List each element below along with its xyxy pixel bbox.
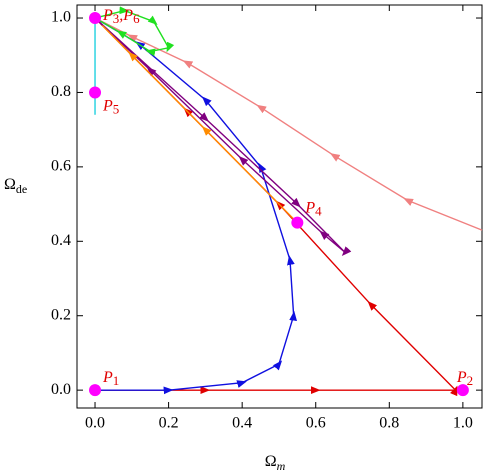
y-tick-label: 0.4 bbox=[51, 232, 71, 249]
x-tick-label: 1.0 bbox=[453, 415, 473, 432]
y-tick-label: 0.8 bbox=[51, 83, 71, 100]
y-tick-label: 1.0 bbox=[51, 9, 71, 26]
x-axis-label-main: Ω bbox=[265, 453, 277, 470]
x-axis-label: Ωm bbox=[265, 453, 286, 473]
point-label-part: 4 bbox=[315, 204, 322, 219]
y-axis-label-main: Ω bbox=[4, 176, 16, 193]
point-label-part: P bbox=[304, 199, 315, 216]
point-label-part: P bbox=[102, 7, 113, 24]
x-axis-label-sub: m bbox=[277, 459, 286, 473]
point-label: P1 bbox=[102, 369, 119, 388]
fixed-point bbox=[456, 384, 469, 397]
trajectory bbox=[94, 17, 297, 395]
fixed-point bbox=[89, 12, 102, 25]
fixed-point bbox=[291, 216, 304, 229]
fixed-point bbox=[89, 86, 102, 99]
point-label: P2 bbox=[456, 369, 473, 388]
point-label: P3,P6 bbox=[102, 7, 140, 26]
point-label-part: 1 bbox=[113, 373, 120, 388]
x-tick-label: 0.4 bbox=[232, 415, 252, 432]
trajectory bbox=[94, 17, 458, 397]
point-label-part: 5 bbox=[113, 101, 120, 116]
fixed-point bbox=[89, 384, 102, 397]
point-label: P5 bbox=[102, 97, 119, 116]
point-label-part: ,P bbox=[119, 7, 133, 24]
trajectory bbox=[101, 24, 298, 224]
y-tick-label: 0.2 bbox=[51, 306, 71, 323]
point-label-part: 2 bbox=[467, 373, 474, 388]
y-axis-label-sub: de bbox=[16, 182, 27, 196]
point-label-part: 6 bbox=[133, 11, 140, 26]
trajectory bbox=[94, 6, 175, 57]
trajectory bbox=[94, 17, 483, 231]
x-tick-label: 0.8 bbox=[379, 415, 399, 432]
point-label-part: P bbox=[102, 369, 113, 386]
trajectory bbox=[94, 17, 352, 257]
y-axis-label: Ωde bbox=[4, 176, 27, 196]
y-tick-label: 0.0 bbox=[51, 381, 71, 398]
y-tick-label: 0.6 bbox=[51, 158, 71, 175]
plot-frame bbox=[76, 4, 483, 409]
point-label-part: P bbox=[102, 97, 113, 114]
point-label: P4 bbox=[304, 199, 322, 218]
point-label-part: P bbox=[456, 369, 467, 386]
point-label-part: 3 bbox=[113, 11, 120, 26]
x-tick-label: 0.0 bbox=[85, 415, 105, 432]
x-tick-label: 0.2 bbox=[159, 415, 179, 432]
x-tick-label: 0.6 bbox=[306, 415, 326, 432]
